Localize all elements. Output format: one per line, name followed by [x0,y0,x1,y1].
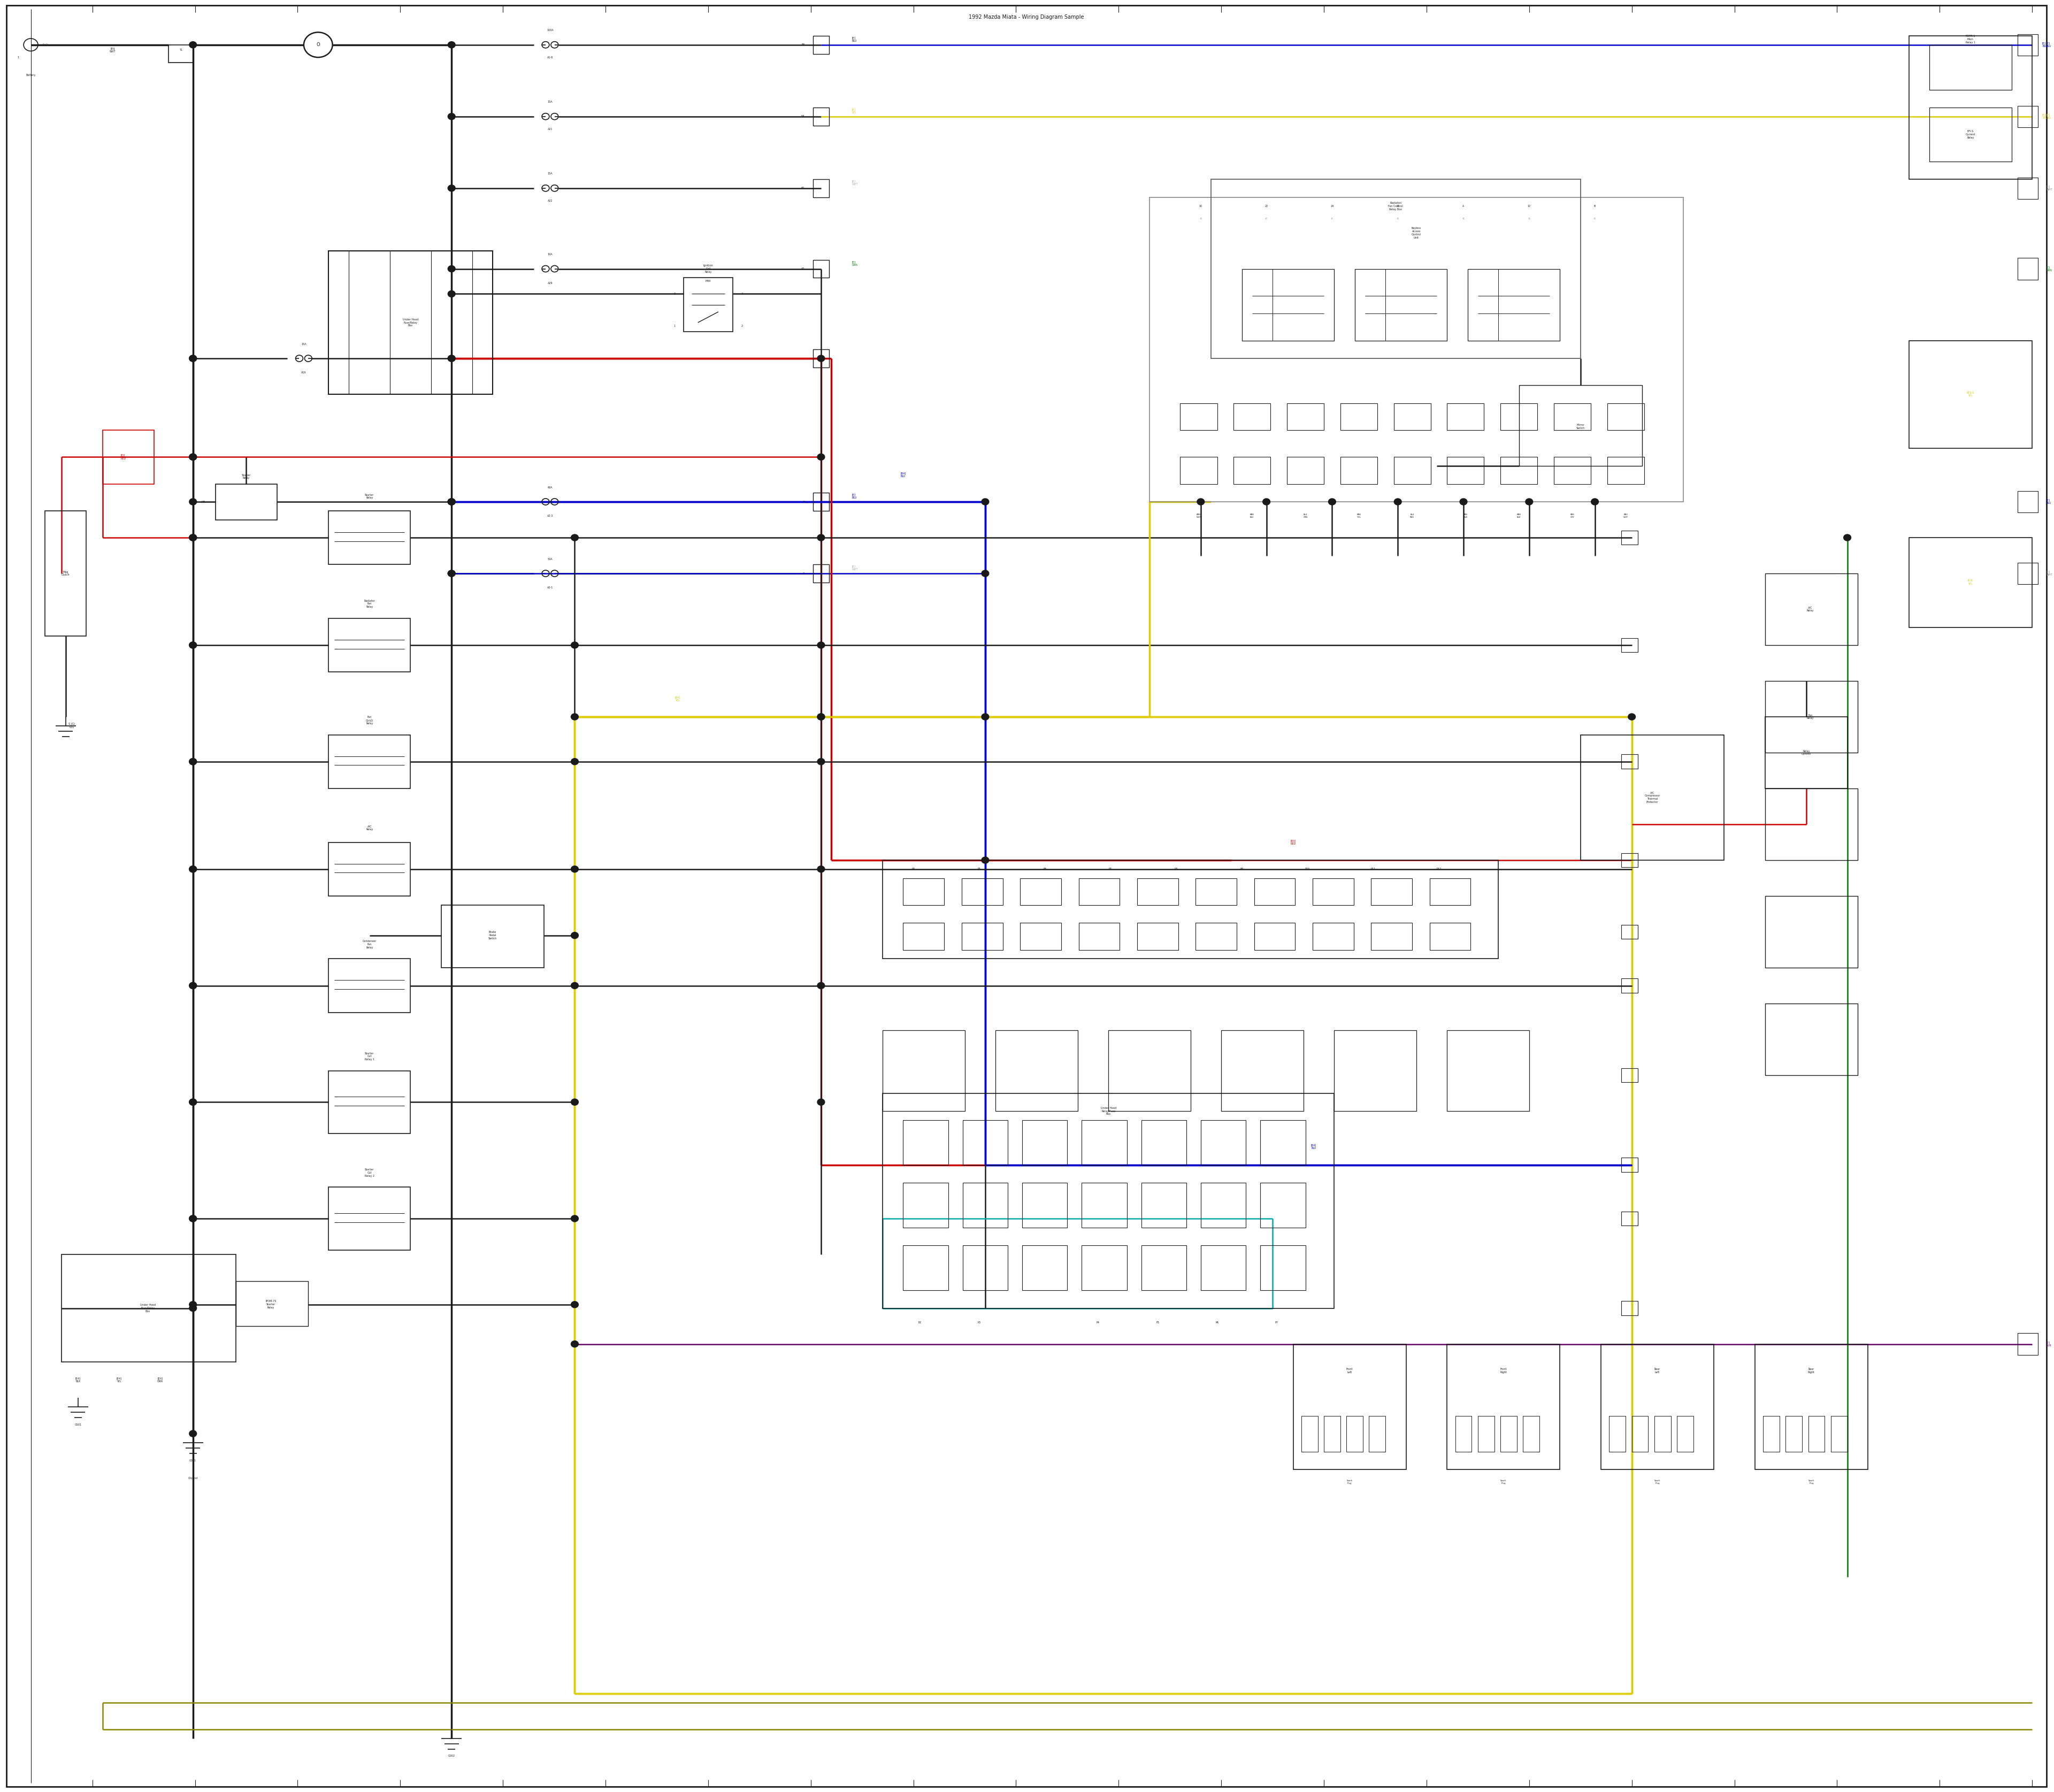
Bar [1621,754,1637,769]
Text: 100A: 100A [546,29,553,32]
Circle shape [189,41,197,48]
Text: A21: A21 [548,127,553,131]
Bar [2017,491,2038,513]
Bar [1302,1416,1319,1452]
Bar [329,735,411,788]
Bar [883,860,1497,959]
Bar [1764,1004,1857,1075]
Text: 50A: 50A [548,557,553,561]
Bar [1082,1120,1128,1165]
Bar [813,564,830,582]
Text: BL4
CRN: BL4 CRN [1302,514,1308,518]
Text: BRB
BLK: BRB BLK [1462,514,1469,518]
Bar [1395,403,1432,430]
Bar [1082,1183,1128,1228]
Text: Spark
Plug: Spark Plug [1653,1480,1660,1484]
Bar [1553,403,1590,430]
Bar [1621,1158,1637,1172]
Bar [1341,457,1378,484]
Text: A/C
Compressor
Thermal
Protector: A/C Compressor Thermal Protector [1645,792,1660,803]
Text: Ground: Ground [189,1477,197,1480]
Bar [1908,538,2031,627]
Text: M3: M3 [201,500,205,504]
Text: Keyless
Access
Control
Unit: Keyless Access Control Unit [1411,228,1421,238]
Text: 58: 58 [801,115,805,118]
Circle shape [1329,498,1335,505]
Text: Fan
Relay: Fan Relay [1808,713,1814,720]
Text: 1992 Mazda Miata - Wiring Diagram Sample: 1992 Mazda Miata - Wiring Diagram Sample [969,14,1085,20]
Circle shape [1263,498,1269,505]
Text: Under Hood
Fuse/Relay
Box: Under Hood Fuse/Relay Box [403,319,419,326]
Bar [1908,36,2031,179]
Bar [1335,1030,1417,1111]
Circle shape [571,534,579,541]
Circle shape [189,534,197,541]
Text: [E]
YEL: [E] YEL [2046,113,2052,120]
Bar [1370,1416,1386,1452]
Text: GS01: GS01 [74,1423,82,1426]
Circle shape [571,932,579,939]
Bar [1764,681,1857,753]
Circle shape [448,570,456,577]
Bar [1181,403,1218,430]
Bar [329,618,411,672]
Circle shape [1629,713,1635,720]
Bar [1448,1030,1528,1111]
Bar [1929,45,2011,90]
Bar [1621,530,1637,545]
Circle shape [189,355,197,362]
Circle shape [571,1340,579,1348]
Bar [1202,1183,1247,1228]
Bar [2017,106,2038,127]
Bar [2017,258,2038,280]
Bar [1021,878,1062,905]
Text: [EI]
WHT: [EI] WHT [109,47,115,54]
Text: P6: P6 [1216,1321,1218,1324]
Bar [1288,457,1325,484]
Bar [904,1120,949,1165]
Circle shape [817,1098,826,1106]
Bar [1142,1245,1187,1290]
Text: Rear
Left: Rear Left [1653,1367,1660,1374]
Bar [813,36,830,54]
Bar [1202,1245,1247,1290]
Circle shape [571,982,579,989]
Circle shape [448,498,456,505]
Bar [1372,923,1413,950]
Text: [E4]
BLK: [E4] BLK [76,1376,80,1383]
Text: O: O [316,43,320,47]
Bar [1313,878,1354,905]
Text: Under Hood
Fuse/Relay
Box: Under Hood Fuse/Relay Box [140,1305,156,1312]
Text: 60: 60 [801,186,805,190]
Bar [1621,978,1637,993]
Bar [1499,403,1536,430]
Text: BRB
WHT: BRB WHT [1195,514,1202,518]
Bar [1764,717,1847,788]
Bar [963,1183,1009,1228]
Bar [329,1070,411,1134]
Text: Spark
Plug: Spark Plug [1501,1480,1506,1484]
Bar [62,1254,236,1362]
Text: [B4]
BLU: [B4] BLU [1310,1143,1317,1150]
Text: Starter
Relay: Starter Relay [366,493,374,500]
Bar [813,493,830,511]
Circle shape [817,355,826,362]
Text: M44: M44 [705,280,711,283]
Bar [1621,1301,1637,1315]
Circle shape [448,498,456,505]
Bar [904,923,945,950]
Circle shape [448,498,456,505]
Bar [1341,403,1378,430]
Bar [1255,923,1296,950]
Circle shape [189,498,197,505]
Text: A/C
Relay: A/C Relay [1808,606,1814,613]
Circle shape [448,355,456,362]
Text: Ignition
Coil
Relay: Ignition Coil Relay [702,265,713,272]
Bar [329,1186,411,1251]
Text: 10A: 10A [548,253,553,256]
Bar [1621,638,1637,652]
Bar [1288,403,1325,430]
Bar [904,1183,949,1228]
Text: [E]
WHT: [E] WHT [2046,570,2052,577]
Text: Mag
Clutch: Mag Clutch [62,570,70,577]
